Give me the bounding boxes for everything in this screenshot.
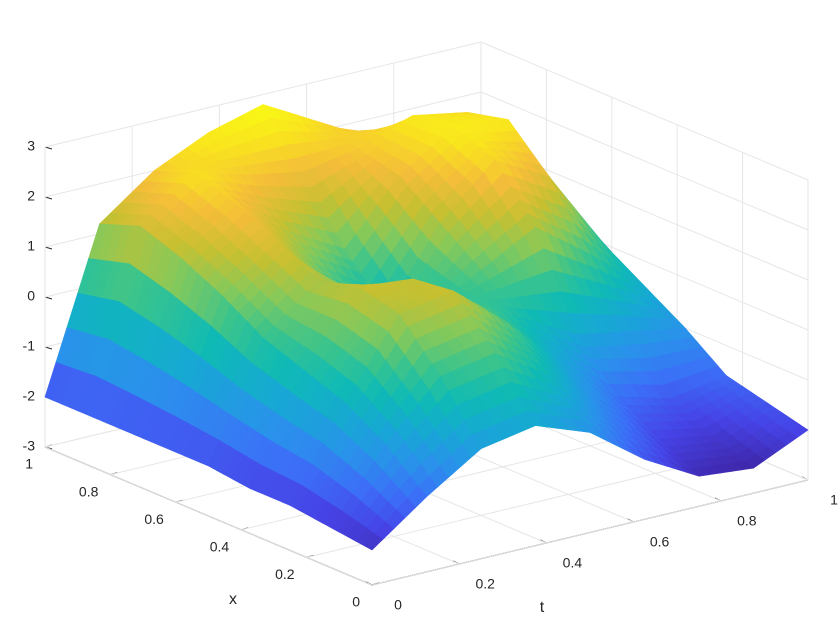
z-tick-label: 3 (27, 138, 35, 154)
grid-line (44, 41, 482, 148)
z-tick-label: 0 (27, 288, 35, 304)
z-tick-label: 2 (27, 188, 35, 204)
t-tick-label: 0.4 (563, 555, 583, 571)
x-tick-label: 1 (25, 456, 33, 472)
t-axis-title: t (540, 599, 545, 616)
grid-line (44, 446, 373, 586)
grid-line (480, 41, 809, 181)
x-tick-label: 0.4 (210, 539, 230, 555)
grid-line (480, 91, 809, 231)
z-tick-label: -1 (23, 338, 36, 354)
z-tick (44, 196, 53, 200)
x-axis-title: x (229, 591, 237, 608)
z-tick-label: -2 (23, 388, 36, 404)
x-tick-label: 0 (352, 594, 360, 610)
t-tick-label: 0 (394, 597, 402, 613)
t-tick-label: 0.8 (737, 513, 757, 529)
x-tick-label: 0.8 (79, 483, 99, 499)
surface-patch (363, 533, 384, 551)
z-tick (44, 146, 53, 150)
x-tick-label: 0.6 (144, 511, 164, 527)
z-tick (44, 296, 53, 300)
z-tick (44, 246, 53, 250)
z-tick-label: 1 (27, 238, 35, 254)
t-tick-label: 1 (830, 492, 838, 508)
t-tick-label: 0.6 (650, 534, 670, 550)
z-tick (44, 346, 53, 350)
x-tick-label: 0.2 (275, 566, 295, 582)
z-tick-label: -3 (23, 438, 36, 454)
t-tick-label: 0.2 (475, 576, 495, 592)
surface-layer (44, 103, 809, 551)
grid-line (371, 479, 809, 586)
